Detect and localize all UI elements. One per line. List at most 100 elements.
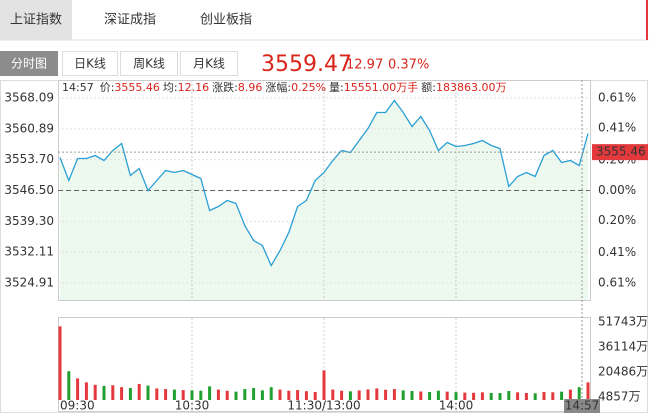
info-value: 15551.00万手 bbox=[344, 80, 419, 94]
y-tick-label: 3553.70 bbox=[4, 152, 54, 166]
volume-bar bbox=[340, 390, 344, 400]
volume-bar bbox=[208, 386, 212, 400]
volume-bar bbox=[472, 392, 476, 400]
volume-bar bbox=[498, 393, 502, 400]
volume-bar bbox=[331, 389, 335, 400]
volume-bar bbox=[296, 390, 300, 400]
volume-bar bbox=[436, 390, 440, 400]
volume-bar bbox=[357, 390, 361, 400]
x-tick-label: 09:30 bbox=[60, 399, 95, 413]
volume-bar bbox=[507, 391, 511, 400]
info-value: 183863.00万 bbox=[436, 81, 507, 94]
volume-bar bbox=[375, 388, 379, 400]
subtab-box[interactable] bbox=[120, 51, 178, 76]
volume-bar bbox=[366, 389, 370, 400]
volume-bar bbox=[489, 392, 493, 400]
subtab-box[interactable] bbox=[180, 51, 238, 76]
info-label: 价: bbox=[100, 81, 115, 94]
volume-bar bbox=[410, 391, 414, 400]
volume-tick-label: 4857万 bbox=[598, 390, 641, 404]
info-line: 14:57 价:3555.46 均:12.16 涨跌:8.96 涨幅:0.25% 量:15… bbox=[62, 80, 506, 94]
volume-bar bbox=[401, 390, 405, 400]
volume-bar bbox=[551, 392, 555, 400]
subtab[interactable]: 日K线 bbox=[74, 57, 106, 71]
tab[interactable]: 上证指数 bbox=[10, 13, 62, 28]
volume-tick-label: 20486万 bbox=[598, 365, 648, 379]
volume-bar bbox=[445, 391, 449, 400]
price-line bbox=[59, 99, 589, 268]
y2-tick-label: 0.20% bbox=[598, 213, 636, 227]
tab-active-bg bbox=[0, 0, 72, 40]
info-label: 均: bbox=[163, 81, 178, 94]
volume-bar bbox=[155, 388, 159, 400]
info-time: 14:57 bbox=[62, 81, 94, 94]
volume-bar bbox=[84, 382, 88, 400]
info-value: 12.16 bbox=[178, 81, 210, 94]
volume-bar bbox=[234, 391, 238, 400]
cursor-label-bg bbox=[592, 144, 648, 161]
info-value: 0.25% bbox=[291, 81, 326, 94]
y2-tick-label: 0.61% bbox=[598, 90, 636, 104]
volume-bar bbox=[322, 370, 326, 400]
subtab-box[interactable] bbox=[62, 51, 118, 76]
volume-bar bbox=[392, 389, 396, 400]
y-tick-label: 3546.50 bbox=[4, 183, 54, 197]
cursor-label: 3555.46 bbox=[596, 145, 646, 159]
volume-tick-label: 36114万 bbox=[598, 340, 648, 354]
volume-bar bbox=[516, 392, 520, 400]
volume-bar bbox=[384, 389, 388, 400]
volume-bar bbox=[278, 389, 282, 400]
volume-bar bbox=[181, 390, 185, 400]
tab[interactable]: 深证成指 bbox=[104, 13, 156, 28]
info-label: 额: bbox=[421, 81, 436, 94]
cursor-time: 14:57 bbox=[565, 399, 600, 413]
subtab[interactable]: 分时图 bbox=[11, 57, 47, 71]
volume-bar bbox=[190, 390, 194, 400]
quote-change: 12.97 bbox=[346, 58, 383, 73]
volume-bar bbox=[93, 384, 97, 400]
volume-bar bbox=[225, 390, 229, 400]
subtab[interactable]: 周K线 bbox=[133, 57, 165, 71]
y2-tick-label: 0.61% bbox=[598, 275, 636, 289]
volume-tick-label: 51743万 bbox=[598, 315, 648, 329]
x-tick-label: 14:00 bbox=[439, 399, 474, 413]
volume-bar bbox=[252, 387, 256, 400]
y2-tick-label: 0.41% bbox=[598, 245, 636, 259]
volume-bar bbox=[586, 382, 590, 400]
quote-price: 3559.47 bbox=[261, 52, 352, 77]
subtab[interactable]: 月K线 bbox=[193, 57, 225, 71]
plot: 3568.09 3560.89 3553.70 3546.50 3539.30 3532.… bbox=[4, 80, 648, 413]
volume-bar bbox=[76, 378, 80, 400]
volume-bar bbox=[313, 391, 317, 400]
volume-bar bbox=[533, 393, 537, 400]
quote-percent: 0.37% bbox=[388, 58, 429, 73]
cursor-time-bg bbox=[564, 399, 600, 413]
volume-bar bbox=[146, 385, 150, 400]
volume-bar bbox=[137, 383, 141, 400]
info-label: 涨跌: bbox=[212, 80, 238, 94]
x-tick-label: 10:30 bbox=[175, 399, 210, 413]
info-label: 涨幅: bbox=[265, 81, 291, 94]
volume-bar bbox=[67, 371, 71, 400]
volume-bar bbox=[304, 391, 308, 400]
volume-bar bbox=[463, 392, 467, 400]
y-tick-label: 3568.09 bbox=[4, 91, 54, 105]
volume-bar bbox=[164, 389, 168, 400]
volume-bar bbox=[419, 391, 423, 400]
volume-bar bbox=[542, 391, 546, 400]
volume-bar bbox=[560, 391, 564, 400]
volume-bar bbox=[111, 385, 115, 400]
volume-bar bbox=[260, 390, 264, 400]
y-tick-label: 3539.30 bbox=[4, 214, 54, 228]
subtab-active[interactable] bbox=[0, 51, 58, 76]
tab[interactable]: 创业板指 bbox=[200, 13, 252, 28]
y-tick-label: 3532.11 bbox=[4, 245, 54, 259]
volume-bar bbox=[172, 389, 176, 400]
x-tick-label: 11:30/13:00 bbox=[287, 399, 360, 413]
volume-bar bbox=[568, 389, 572, 400]
volume-bar bbox=[348, 391, 352, 400]
volume-bar bbox=[480, 392, 484, 400]
volume-bar bbox=[577, 387, 581, 400]
volume-bar bbox=[199, 390, 203, 400]
